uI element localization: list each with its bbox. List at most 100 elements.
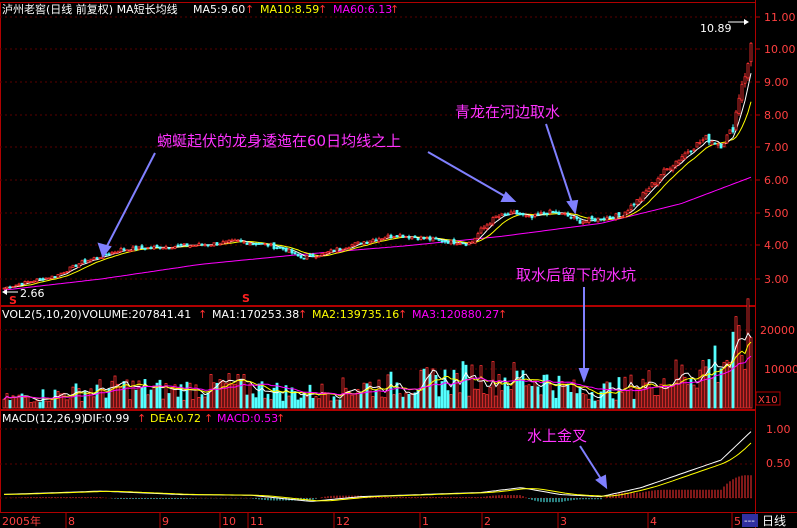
volume-bar[interactable]	[572, 379, 576, 409]
volume-bar[interactable]	[692, 384, 696, 409]
candle-body[interactable]	[254, 242, 258, 246]
candle-body[interactable]	[107, 253, 111, 256]
candle-body[interactable]	[170, 247, 174, 250]
volume-bar[interactable]	[308, 384, 312, 409]
volume-bar[interactable]	[626, 389, 630, 409]
candle-body[interactable]	[455, 243, 459, 246]
volume-bar[interactable]	[296, 399, 300, 409]
candle-body[interactable]	[116, 251, 120, 254]
volume-bar[interactable]	[5, 393, 9, 409]
volume-bar[interactable]	[506, 386, 510, 409]
volume-bar[interactable]	[653, 395, 657, 409]
candle-body[interactable]	[710, 141, 714, 145]
candle-body[interactable]	[410, 236, 414, 240]
candle-body[interactable]	[446, 240, 450, 244]
volume-bar[interactable]	[632, 398, 636, 409]
candle-body[interactable]	[287, 248, 291, 253]
candle-body[interactable]	[71, 264, 75, 268]
candle-body[interactable]	[35, 278, 39, 283]
volume-bar[interactable]	[122, 381, 126, 409]
candle-body[interactable]	[617, 212, 621, 216]
candle-body[interactable]	[587, 217, 591, 223]
volume-bar[interactable]	[662, 378, 666, 409]
volume-bar[interactable]	[734, 316, 738, 409]
candle-body[interactable]	[479, 227, 483, 234]
volume-bar[interactable]	[203, 396, 207, 409]
volume-bar[interactable]	[533, 379, 537, 409]
candle-body[interactable]	[554, 211, 558, 214]
volume-bar[interactable]	[131, 380, 135, 409]
candle-body[interactable]	[713, 142, 717, 145]
candle-body[interactable]	[473, 237, 477, 244]
volume-bar[interactable]	[749, 337, 753, 409]
candle-body[interactable]	[383, 237, 387, 240]
volume-bar[interactable]	[473, 388, 477, 409]
candle-body[interactable]	[692, 148, 696, 151]
candle-body[interactable]	[563, 213, 567, 215]
candle-body[interactable]	[281, 247, 285, 250]
candle-body[interactable]	[584, 220, 588, 224]
candle-body[interactable]	[458, 243, 462, 245]
volume-bar[interactable]	[413, 392, 417, 409]
volume-bar[interactable]	[446, 390, 450, 409]
candle-body[interactable]	[59, 272, 63, 275]
candle-body[interactable]	[8, 286, 12, 289]
candle-body[interactable]	[110, 251, 114, 255]
candle-body[interactable]	[662, 168, 666, 175]
volume-bar[interactable]	[746, 298, 750, 409]
candle-body[interactable]	[722, 142, 726, 148]
volume-bar[interactable]	[179, 384, 183, 409]
candle-body[interactable]	[680, 156, 684, 161]
volume-bar[interactable]	[332, 396, 336, 409]
volume-bar[interactable]	[143, 379, 147, 409]
volume-bar[interactable]	[218, 379, 222, 409]
volume-bar[interactable]	[95, 384, 99, 409]
candle-body[interactable]	[734, 111, 738, 131]
candle-body[interactable]	[50, 275, 54, 279]
candle-body[interactable]	[236, 240, 240, 242]
volume-bar[interactable]	[164, 383, 168, 409]
candle-body[interactable]	[500, 213, 504, 216]
candle-body[interactable]	[335, 247, 339, 253]
volume-bar[interactable]	[326, 392, 330, 409]
volume-bar[interactable]	[23, 397, 27, 409]
volume-bar[interactable]	[617, 377, 621, 409]
period-selector[interactable]: --- 日线	[742, 514, 786, 528]
candle-body[interactable]	[476, 233, 480, 239]
candle-body[interactable]	[197, 243, 201, 246]
candle-body[interactable]	[470, 241, 474, 244]
volume-bar[interactable]	[353, 393, 357, 409]
candle-body[interactable]	[152, 245, 156, 250]
candle-body[interactable]	[23, 281, 27, 285]
candle-body[interactable]	[227, 239, 231, 243]
volume-bar[interactable]	[341, 377, 345, 409]
volume-bar[interactable]	[500, 390, 504, 409]
candlesticks[interactable]	[2, 42, 753, 290]
candle-body[interactable]	[590, 216, 594, 220]
volume-bar[interactable]	[173, 384, 177, 409]
volume-bar[interactable]	[563, 383, 567, 409]
candle-body[interactable]	[407, 236, 411, 239]
volume-bar[interactable]	[92, 396, 96, 409]
candle-body[interactable]	[557, 212, 561, 215]
candle-body[interactable]	[332, 249, 336, 252]
volume-bar[interactable]	[650, 387, 654, 409]
candle-body[interactable]	[437, 238, 441, 241]
volume-bar[interactable]	[260, 381, 264, 409]
candle-body[interactable]	[89, 258, 93, 262]
volume-bar[interactable]	[137, 380, 141, 409]
candle-body[interactable]	[308, 254, 312, 256]
candle-body[interactable]	[656, 178, 660, 186]
volume-bar[interactable]	[161, 398, 165, 409]
volume-bar[interactable]	[611, 398, 615, 409]
volume-bar[interactable]	[212, 382, 216, 409]
candle-body[interactable]	[149, 247, 153, 249]
volume-bar[interactable]	[248, 383, 252, 409]
candle-body[interactable]	[92, 257, 96, 260]
candle-body[interactable]	[242, 241, 246, 244]
candle-body[interactable]	[326, 251, 330, 254]
volume-bar[interactable]	[188, 382, 192, 409]
volume-bar[interactable]	[335, 399, 339, 409]
candle-body[interactable]	[68, 266, 72, 272]
